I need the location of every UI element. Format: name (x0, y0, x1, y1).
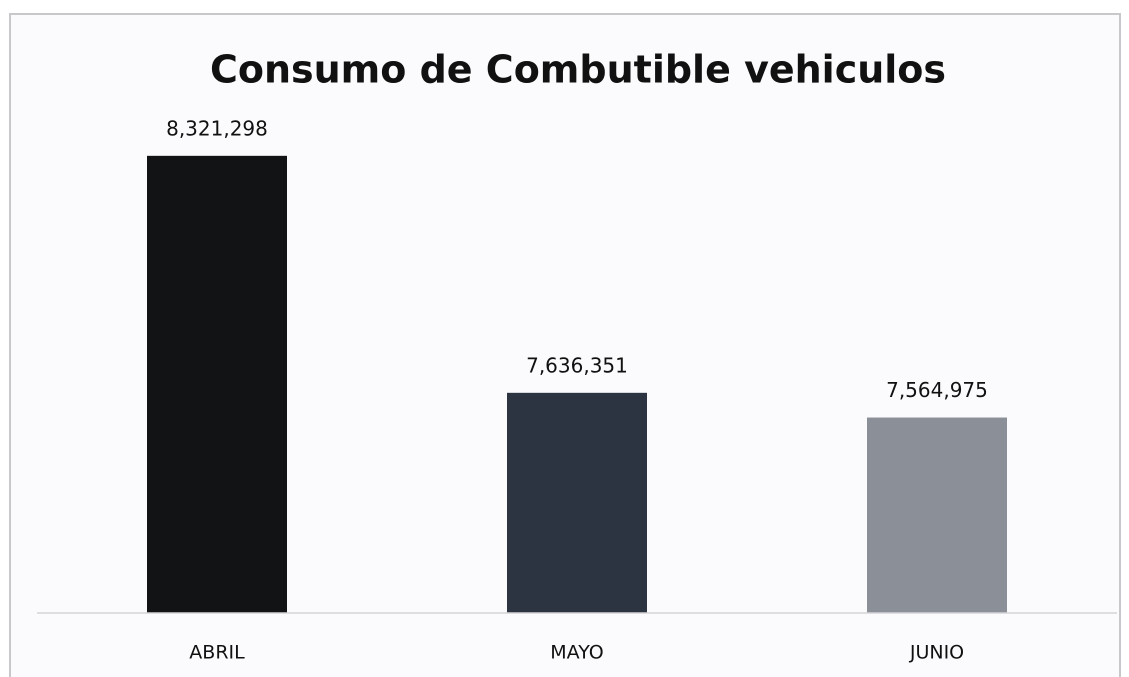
chart-title: Consumo de Combutible vehiculos (210, 48, 946, 92)
x-tick-label: ABRIL (189, 642, 245, 664)
data-label: 7,564,975 (886, 378, 988, 402)
bar (867, 417, 1007, 613)
data-label: 8,321,298 (166, 116, 268, 140)
bar (507, 392, 647, 613)
x-tick-label: JUNIO (909, 642, 964, 664)
x-tick-label: MAYO (550, 642, 603, 664)
bar (147, 155, 287, 614)
data-label: 7,636,351 (526, 353, 628, 377)
